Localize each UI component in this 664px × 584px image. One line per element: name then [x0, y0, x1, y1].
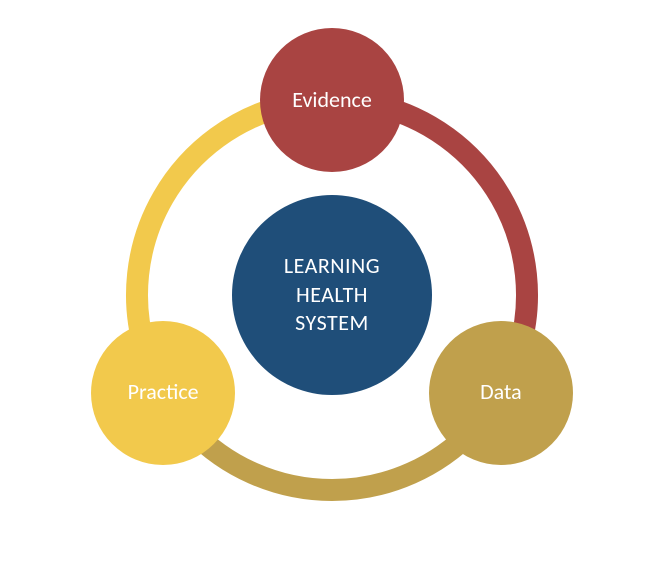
node-label: Evidence [292, 86, 372, 115]
center-node: LEARNINGHEALTHSYSTEM [232, 195, 432, 395]
node-evidence: Evidence [260, 28, 404, 172]
node-label: Data [480, 378, 522, 407]
node-practice: Practice [91, 321, 235, 465]
node-label: Practice [128, 378, 199, 407]
node-data: Data [429, 321, 573, 465]
cycle-diagram: LEARNINGHEALTHSYSTEM Evidence Data Practic… [0, 0, 664, 584]
arc-data-practice [192, 430, 473, 490]
center-label: LEARNINGHEALTHSYSTEM [284, 252, 380, 338]
